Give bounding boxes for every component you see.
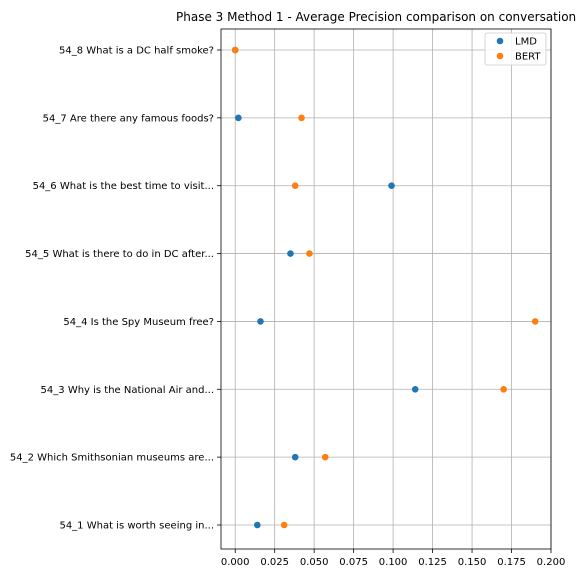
x-tick-label: 0.075 [339, 557, 368, 568]
x-tick-label: 0.175 [497, 557, 526, 568]
data-point-bert [298, 114, 305, 122]
data-point-lmd [235, 114, 242, 122]
y-axis-ticks: 54_1 What is worth seeing in... 54_2 Whic… [10, 46, 221, 532]
data-point-bert [231, 46, 239, 54]
data-point-bert [500, 385, 507, 393]
category-label: 54_5 What is there to do in DC after... [25, 249, 214, 260]
data-points [231, 46, 539, 529]
grid [221, 29, 552, 549]
data-point-bert [291, 182, 299, 190]
plot-frame [220, 28, 552, 550]
legend-marker [496, 52, 504, 60]
legend-label: LMD [515, 37, 537, 48]
data-point-lmd [254, 521, 261, 529]
x-tick-label: 0.125 [418, 557, 447, 568]
data-point-bert [306, 250, 313, 257]
data-point-lmd [257, 318, 264, 325]
category-label: 54_8 What is a DC half smoke? [59, 46, 214, 57]
category-label: 54_4 Is the Spy Museum free? [63, 317, 214, 328]
category-label: 54_1 What is worth seeing in... [59, 521, 214, 532]
data-point-bert [531, 318, 539, 325]
chart-title: Phase 3 Method 1 - Average Precision com… [176, 10, 576, 24]
data-point-lmd [411, 385, 419, 393]
data-point-lmd [291, 453, 299, 461]
data-point-bert [321, 453, 329, 461]
x-tick-label: 0.000 [221, 557, 250, 568]
x-tick-label: 0.100 [379, 557, 408, 568]
category-label: 54_6 What is the best time to visit... [33, 181, 214, 192]
category-label: 54_2 Which Smithsonian museums are... [10, 453, 214, 464]
x-axis-ticks: 0.000 0.025 0.050 0.075 0.100 0.125 0.150 0.175… [221, 549, 565, 568]
legend-marker [496, 37, 504, 45]
category-label: 54_7 Are there any famous foods? [43, 113, 214, 124]
category-label: 54_3 Why is the National Air and... [41, 385, 214, 396]
legend: LMD BERT [484, 32, 547, 66]
x-tick-label: 0.025 [260, 557, 289, 568]
x-tick-label: 0.050 [300, 557, 329, 568]
legend-label: BERT [515, 52, 541, 63]
data-point-lmd [388, 182, 395, 190]
x-tick-label: 0.150 [458, 557, 487, 568]
x-tick-label: 0.200 [537, 557, 566, 568]
data-point-bert [280, 521, 288, 529]
data-point-lmd [287, 250, 294, 257]
